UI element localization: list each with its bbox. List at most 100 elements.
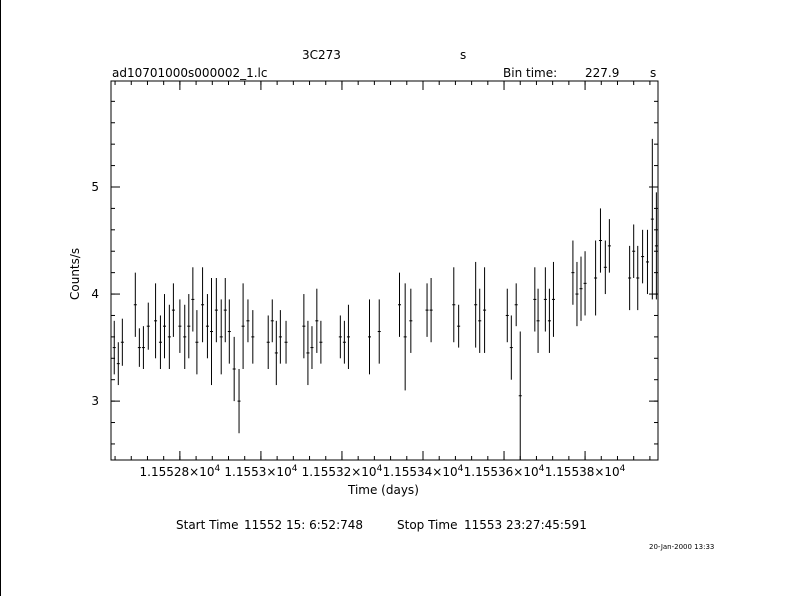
- data-point: [368, 299, 372, 375]
- data-point: [154, 283, 158, 359]
- window-border: [0, 0, 1, 596]
- start-time-value: 11552 15: 6:52:748: [244, 518, 364, 532]
- y-tick-label: 3: [91, 394, 99, 408]
- data-point: [425, 283, 429, 337]
- data-point: [536, 288, 540, 353]
- data-point: [223, 277, 227, 343]
- data-point: [205, 294, 209, 359]
- data-point: [171, 283, 175, 337]
- data-point: [278, 310, 282, 364]
- data-point: [429, 277, 433, 343]
- data-point: [547, 288, 551, 353]
- data-point: [603, 240, 607, 295]
- start-time-label: Start Time: [176, 518, 239, 532]
- data-point: [187, 294, 191, 359]
- x-tick-label: 1.15534×104: [383, 464, 464, 479]
- data-point: [478, 288, 482, 353]
- bin-time-value: 227.9: [585, 66, 620, 80]
- data-point: [509, 315, 513, 380]
- x-tick-label: 1.15538×104: [545, 464, 626, 479]
- data-points: [112, 138, 658, 460]
- data-point: [214, 277, 218, 343]
- data-point: [551, 261, 555, 337]
- y-tick-label: 4: [91, 287, 99, 301]
- data-point: [583, 251, 587, 316]
- plot-frame: [110, 80, 659, 461]
- data-point: [518, 331, 522, 460]
- data-point: [246, 299, 250, 343]
- data-point: [178, 299, 182, 353]
- data-point: [342, 320, 346, 364]
- data-point: [146, 302, 150, 350]
- data-point: [315, 288, 319, 353]
- data-point: [607, 219, 611, 273]
- data-point: [306, 320, 310, 386]
- data-point: [483, 267, 487, 353]
- data-point: [251, 310, 255, 364]
- date-stamp: 20-Jan-2000 13:33: [649, 543, 715, 551]
- bin-time-unit: s: [650, 66, 657, 80]
- data-point: [338, 315, 342, 359]
- data-point: [274, 320, 278, 386]
- data-point: [232, 336, 236, 402]
- data-point: [452, 267, 456, 343]
- data-point: [474, 261, 478, 348]
- data-point: [543, 267, 547, 332]
- data-point: [319, 320, 323, 364]
- data-point: [632, 224, 636, 278]
- object-name: 3C273: [302, 48, 341, 62]
- data-point: [227, 299, 231, 364]
- data-point: [628, 245, 632, 311]
- data-point: [579, 256, 583, 321]
- data-point: [201, 267, 205, 343]
- data-point: [302, 294, 306, 359]
- x-tick-label: 1.15536×104: [464, 464, 545, 479]
- data-point: [571, 240, 575, 305]
- data-point: [162, 294, 166, 359]
- data-point: [310, 326, 314, 369]
- filename-label: ad10701000s000002_1.lc: [112, 66, 268, 80]
- data-point: [598, 208, 602, 273]
- data-point: [403, 283, 407, 391]
- data-point: [167, 304, 171, 369]
- data-point: [237, 368, 241, 434]
- data-point: [409, 288, 413, 353]
- data-point: [116, 342, 120, 386]
- data-point: [377, 299, 381, 364]
- y-axis-label: Counts/s: [68, 248, 82, 300]
- stop-time-value: 11553 23:27:45:591: [464, 518, 587, 532]
- data-point: [594, 240, 598, 316]
- data-point: [575, 261, 579, 327]
- title-unit: s: [460, 48, 467, 62]
- data-point: [270, 299, 274, 343]
- data-point: [209, 277, 213, 386]
- stop-time-label: Stop Time: [397, 518, 458, 532]
- data-point: [141, 326, 145, 369]
- data-point: [191, 267, 195, 332]
- x-tick-label: 1.1553×104: [224, 464, 297, 479]
- data-point: [645, 229, 649, 295]
- x-tick-label: 1.15528×104: [140, 464, 221, 479]
- bin-time-label: Bin time:: [503, 66, 558, 80]
- y-tick-labels: 3 4 5: [91, 180, 99, 408]
- data-point: [514, 283, 518, 327]
- data-point: [505, 288, 509, 343]
- x-tick-labels: 1.15528×104 1.1553×104 1.15532×104 1.15534×…: [140, 464, 626, 479]
- data-point: [397, 272, 401, 337]
- data-point: [266, 315, 270, 369]
- axis-ticks: [111, 81, 658, 460]
- data-point: [654, 192, 658, 300]
- data-point: [112, 320, 116, 375]
- data-point: [158, 315, 162, 369]
- y-tick-label: 5: [91, 180, 99, 194]
- data-point: [457, 304, 461, 348]
- data-point: [650, 138, 654, 300]
- data-point: [133, 272, 137, 337]
- data-point: [636, 245, 640, 311]
- x-tick-label: 1.15532×104: [302, 464, 383, 479]
- data-point: [137, 328, 141, 367]
- data-point: [533, 267, 537, 332]
- data-point: [241, 283, 245, 369]
- data-point: [120, 318, 124, 366]
